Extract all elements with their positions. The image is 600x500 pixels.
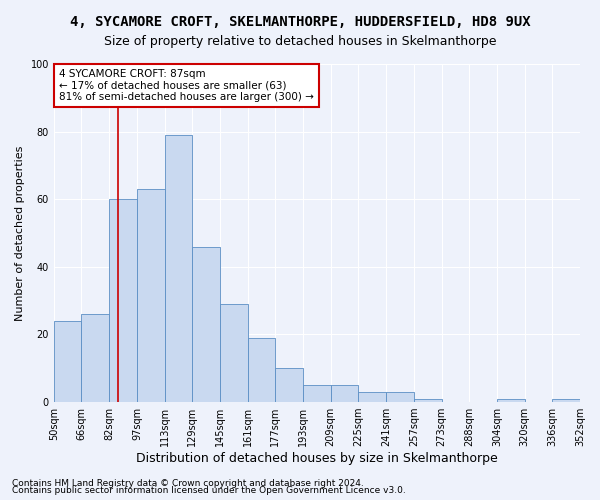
Bar bbox=[497, 398, 524, 402]
Text: Size of property relative to detached houses in Skelmanthorpe: Size of property relative to detached ho… bbox=[104, 35, 496, 48]
Text: Contains HM Land Registry data © Crown copyright and database right 2024.: Contains HM Land Registry data © Crown c… bbox=[12, 478, 364, 488]
Bar bbox=[54, 321, 82, 402]
Bar bbox=[386, 392, 414, 402]
Bar bbox=[248, 338, 275, 402]
Bar bbox=[192, 246, 220, 402]
Y-axis label: Number of detached properties: Number of detached properties bbox=[15, 146, 25, 320]
Bar bbox=[358, 392, 386, 402]
Bar bbox=[553, 398, 580, 402]
Bar bbox=[275, 368, 303, 402]
Text: 4, SYCAMORE CROFT, SKELMANTHORPE, HUDDERSFIELD, HD8 9UX: 4, SYCAMORE CROFT, SKELMANTHORPE, HUDDER… bbox=[70, 15, 530, 29]
Bar bbox=[331, 385, 358, 402]
Bar bbox=[303, 385, 331, 402]
Bar bbox=[414, 398, 442, 402]
Bar bbox=[164, 135, 192, 402]
Text: Contains public sector information licensed under the Open Government Licence v3: Contains public sector information licen… bbox=[12, 486, 406, 495]
X-axis label: Distribution of detached houses by size in Skelmanthorpe: Distribution of detached houses by size … bbox=[136, 452, 498, 465]
Text: 4 SYCAMORE CROFT: 87sqm
← 17% of detached houses are smaller (63)
81% of semi-de: 4 SYCAMORE CROFT: 87sqm ← 17% of detache… bbox=[59, 69, 314, 102]
Bar bbox=[137, 189, 164, 402]
Bar bbox=[109, 199, 137, 402]
Bar bbox=[220, 304, 248, 402]
Bar bbox=[82, 314, 109, 402]
